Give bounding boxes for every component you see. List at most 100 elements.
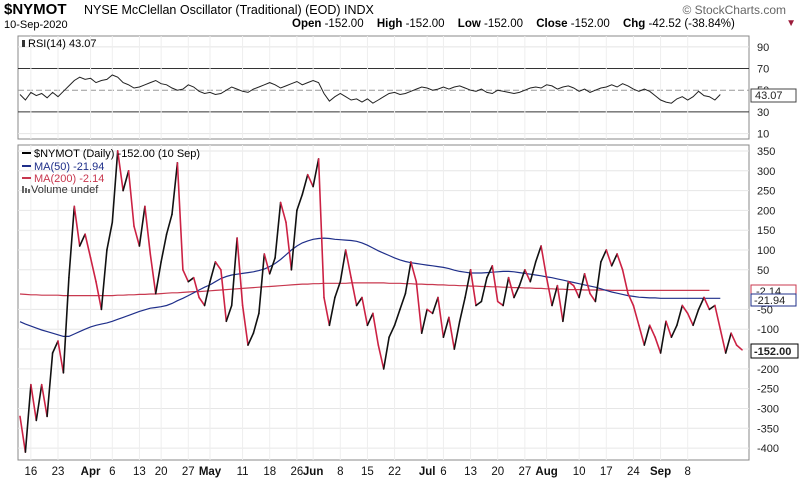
rsi-panel-frame — [17, 35, 750, 140]
oscillator-segment — [583, 272, 591, 295]
open-value: -152.00 — [324, 18, 364, 30]
rsi-line — [19, 74, 721, 104]
oscillator-segment — [19, 415, 27, 453]
rsi-badge-box — [750, 88, 797, 103]
oscillator-segment — [133, 225, 141, 247]
oscillator-segment — [160, 233, 168, 263]
oscillator-segment — [529, 261, 537, 283]
oscillator-segment — [605, 249, 613, 267]
oscillator-line — [19, 150, 743, 453]
oscillator-segment — [279, 201, 287, 224]
oscillator-segment — [187, 276, 195, 283]
oscillator-segment — [643, 324, 651, 346]
oscillator-segment — [165, 213, 173, 235]
oscillator-segment — [524, 268, 532, 283]
oscillator-segment — [361, 296, 369, 327]
oscillator-segment — [556, 284, 564, 323]
oscillator-segment — [562, 280, 570, 323]
oscillator-segment — [127, 170, 135, 227]
oscillator-segment — [659, 320, 667, 354]
chart-fullname: NYSE McClellan Oscillator (Traditional) … — [84, 3, 374, 17]
oscillator-segment — [328, 296, 336, 327]
high-value: -152.00 — [405, 18, 445, 30]
xtick-May: May — [199, 466, 222, 478]
oscillator-segment — [567, 280, 575, 287]
oscillator-segment — [100, 249, 108, 311]
legend-osc-text: $NYMOT (Daily) -152.00 (10 Sep) — [34, 148, 200, 160]
oscillator-segment — [263, 253, 271, 275]
close-label: Close — [536, 18, 568, 30]
volume-icon-bar-2 — [28, 189, 30, 193]
oscillator-segment — [62, 276, 70, 374]
oscillator-segment — [692, 308, 700, 327]
oscillator-segment — [252, 312, 260, 335]
oscillator-segment — [621, 268, 629, 295]
oscillator-segment — [431, 296, 439, 315]
oscillator-segment — [344, 249, 352, 279]
oscillator-segment — [735, 344, 743, 351]
xtick-6: 6 — [109, 466, 115, 478]
xtick-6: 6 — [440, 466, 446, 478]
xtick-Jun: Jun — [303, 466, 323, 478]
oscillator-segment — [198, 296, 206, 307]
oscillator-segment — [518, 268, 526, 287]
oscillator-segment — [453, 320, 461, 350]
oscillator-segment — [551, 284, 559, 307]
oscillator-segment — [312, 158, 320, 188]
rsi-legend-swatch — [22, 40, 25, 47]
oscillator-segment — [534, 245, 542, 263]
rsi-value-badge: 43.07 — [750, 88, 797, 103]
chart-date: 10-Sep-2020 — [4, 19, 68, 31]
oscillator-segment — [399, 292, 407, 311]
oscillator-segment — [220, 268, 228, 323]
oscillator-segment — [572, 284, 580, 299]
xtick-10: 10 — [573, 466, 586, 478]
oscillator-segment — [35, 383, 43, 422]
main-ytick--350: -350 — [757, 423, 779, 435]
xtick-13: 13 — [133, 466, 146, 478]
ma50-line — [19, 237, 721, 337]
full-name: NYSE McClellan Oscillator (Traditional) … — [84, 3, 341, 17]
oscillator-segment — [724, 332, 732, 354]
oscillator-segment — [496, 300, 504, 307]
low-value: -152.00 — [484, 18, 524, 30]
oscillator-segment — [106, 221, 114, 251]
xtick-27: 27 — [182, 466, 195, 478]
oscillator-segment — [57, 340, 65, 374]
oscillator-segment — [366, 312, 374, 327]
oscillator-segment — [230, 237, 238, 307]
oscillator-segment — [507, 276, 515, 299]
oscillator-segment — [648, 324, 656, 339]
oscillator-segment — [334, 280, 342, 299]
quote-strip: Open -152.00 High -152.00 Low -152.00 Cl… — [292, 18, 735, 30]
chevron-down-icon[interactable]: ▼ — [786, 18, 796, 29]
oscillator-segment — [317, 158, 325, 299]
oscillator-segment — [323, 296, 331, 327]
oscillator-segment — [632, 304, 640, 327]
main-ytick-250: 250 — [757, 186, 775, 198]
oscillator-segment — [458, 296, 466, 323]
rsi-legend: RSI(14) 43.07 — [22, 38, 96, 50]
oscillator-segment — [578, 272, 586, 299]
oscillator-segment — [355, 296, 363, 307]
oscillator-segment — [95, 280, 103, 311]
oscillator-segment — [486, 264, 494, 279]
oscillator-segment — [78, 233, 86, 247]
oscillator-segment — [415, 280, 423, 335]
oscillator-segment — [138, 205, 146, 247]
oscillator-segment — [594, 261, 602, 303]
ma50-badge-box — [750, 293, 797, 307]
legend-ma50-text: MA(50) -21.94 — [34, 161, 104, 173]
oscillator-segment — [372, 312, 380, 346]
rsi-legend-text: RSI(14) 43.07 — [28, 38, 96, 50]
oscillator-segment — [475, 300, 483, 307]
oscillator-segment — [703, 296, 711, 311]
symbol-title: $NYMOT — [4, 1, 67, 18]
xtick-Apr: Apr — [81, 466, 101, 478]
main-ytick-150: 150 — [757, 225, 775, 237]
main-ytick--50: -50 — [757, 304, 773, 316]
oscillator-segment — [51, 340, 59, 354]
oscillator-segment — [480, 276, 488, 303]
xtick-8: 8 — [685, 466, 691, 478]
